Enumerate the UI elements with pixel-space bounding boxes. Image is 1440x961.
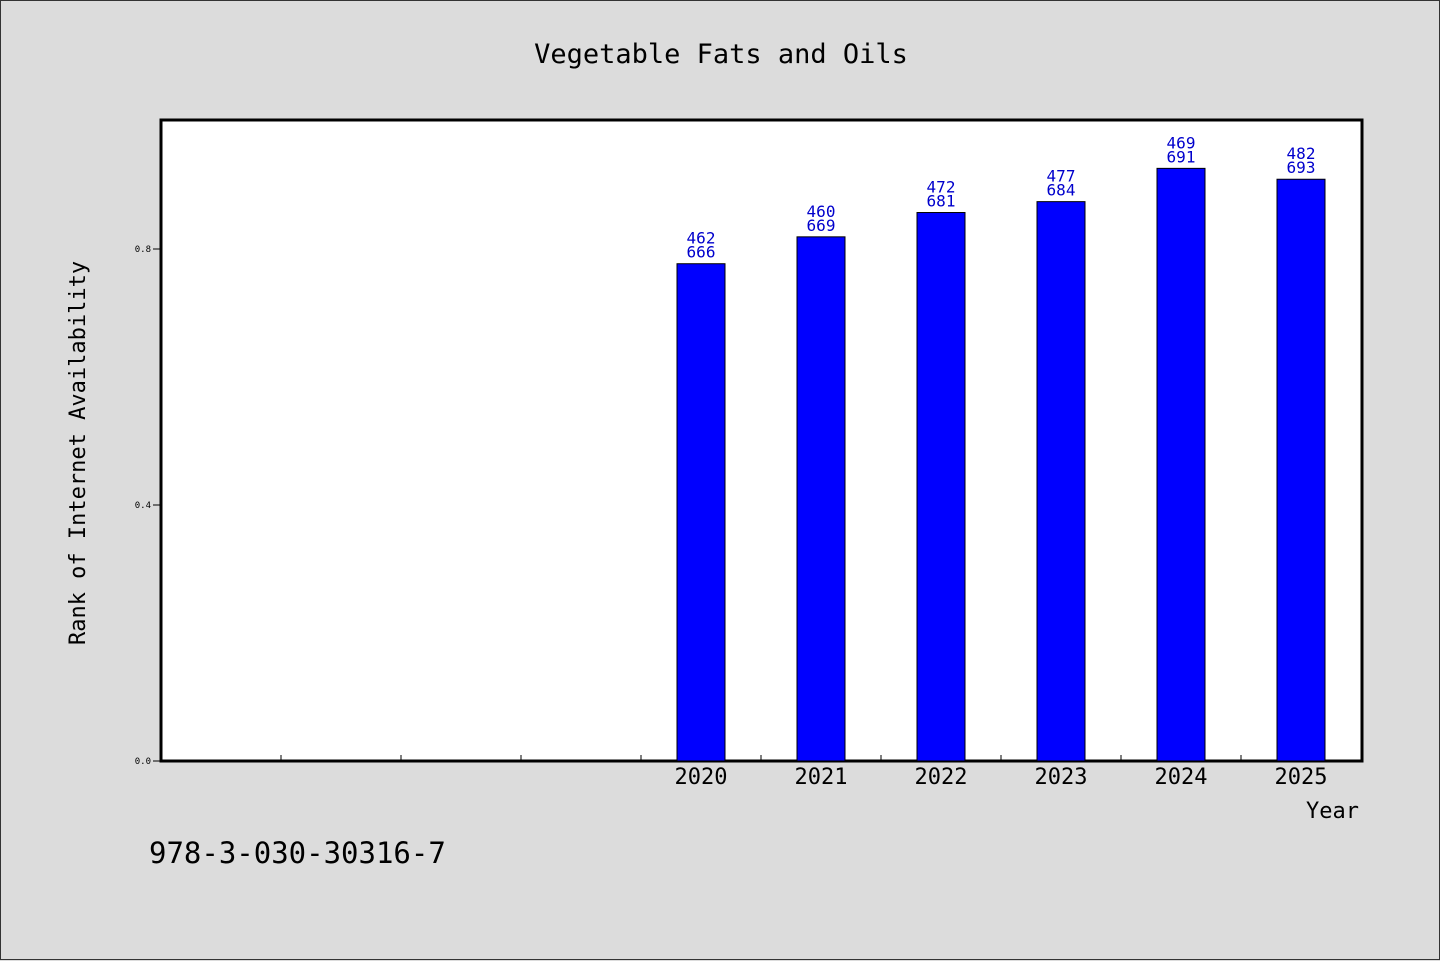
x-tick-label: 2020 [675,765,728,790]
bar-2023 [1036,201,1086,762]
bar-label-top: 462 [687,229,716,248]
x-axis-label: Year [1306,799,1359,824]
y-tick-label: 0.0 [135,757,151,767]
x-tick-label: 2022 [915,765,968,790]
x-tick-label: 2024 [1155,765,1208,790]
bar-label-bottom: 669 [807,216,836,235]
x-tick-label: 2025 [1275,765,1328,790]
bar-label-bottom: 693 [1287,158,1316,177]
bar-label-bottom: 681 [927,192,956,211]
y-tick-label: 0.4 [135,501,151,511]
bar-2022 [916,212,966,762]
bar-label-bottom: 684 [1047,181,1076,200]
bars-group [676,167,1326,762]
bar-2021 [796,236,846,762]
bar-label-bottom: 691 [1167,147,1196,166]
y-axis-label: Rank of Internet Availability [66,261,91,645]
bar-label-top: 460 [807,202,836,221]
bar-label-top: 477 [1047,167,1076,186]
bar-label-top: 482 [1287,144,1316,163]
bar-2025 [1276,178,1326,762]
y-ticks-group: 0.0 0.4 0.8 [135,245,161,767]
bar-2024 [1156,167,1206,762]
x-tick-label: 2023 [1035,765,1088,790]
isbn-text: 978-3-030-30316-7 [149,836,446,870]
bar-label-top: 472 [927,178,956,197]
bar-label-top: 469 [1167,133,1196,152]
x-ticks-group: 2020 2021 2022 2023 2024 2025 [280,755,1328,790]
bar-label-bottom: 666 [687,243,716,262]
x-tick-label: 2021 [795,765,848,790]
y-tick-label: 0.8 [135,245,151,255]
chart-title: Vegetable Fats and Oils [534,39,908,70]
bar-2020 [676,263,726,762]
